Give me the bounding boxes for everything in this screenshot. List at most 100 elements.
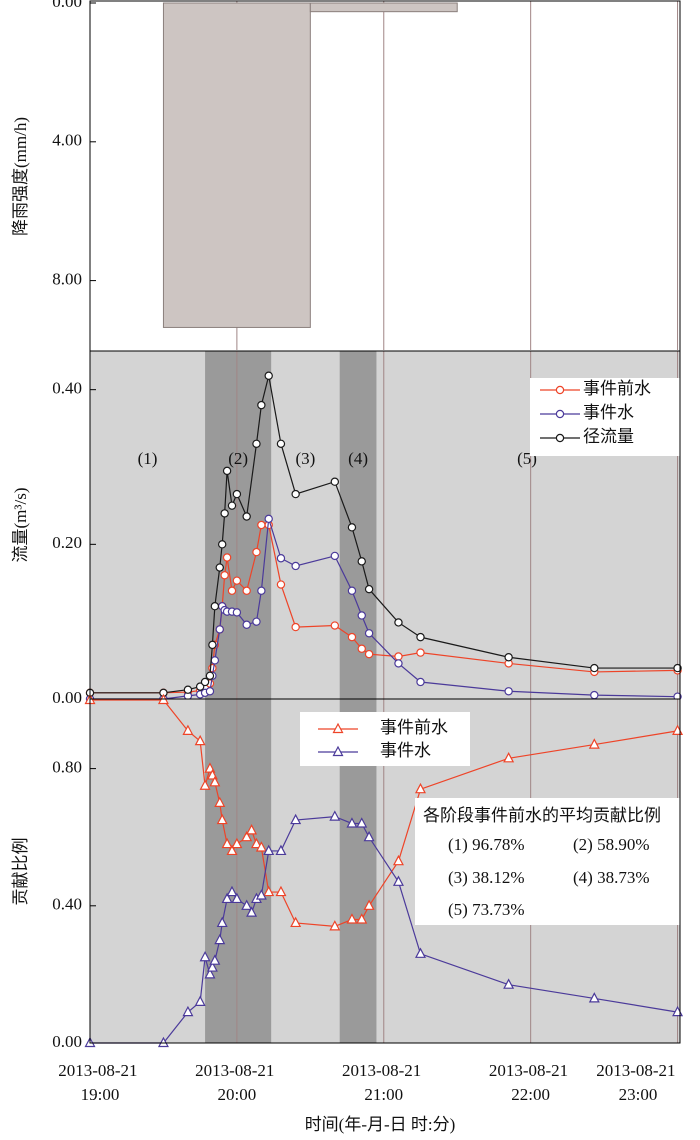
marker [276,554,286,563]
phase-band [205,699,272,1043]
marker [222,466,232,476]
x-tick-date: 2013-08-21 [489,1061,573,1080]
marker [392,875,404,886]
phase-label: (4) [348,449,368,468]
marker [242,620,251,629]
marker [220,509,229,518]
marker [364,584,374,594]
marker [590,690,599,700]
y-tick-label: 0.20 [52,533,82,552]
marker [332,722,344,734]
x-tick-label: 2013-08-21 21:00 [342,1061,426,1104]
bar [162,2,311,328]
marker [215,625,224,634]
marker [416,677,425,687]
marker [673,663,682,673]
marker [227,586,237,595]
marker [216,916,228,928]
marker [504,687,513,696]
marker [246,824,258,835]
x-tick-time: 22:00 [511,1085,550,1104]
y-axis-label: 贡献比例 [11,838,30,906]
marker [264,371,273,380]
marker [194,995,206,1006]
legend-label: 事件前水 [380,718,448,737]
marker [208,640,217,650]
marker [416,632,425,642]
marker [204,968,216,979]
marker [220,571,229,580]
marker [346,913,358,924]
marker [231,837,243,849]
marker [226,885,238,897]
marker [182,724,194,735]
x-tick-time: 21:00 [364,1085,403,1104]
marker [205,687,215,696]
marker [252,439,261,448]
marker [416,648,425,657]
y-tick-label: 0.00 [52,0,82,11]
marker [264,514,273,524]
marker [214,933,226,945]
annotation-box [415,798,680,925]
marker [504,653,513,662]
legend-box [300,712,470,766]
y-tick-label: 0.40 [52,895,82,914]
marker [555,433,565,443]
marker [291,561,300,571]
marker [199,779,211,790]
x-tick-date: 2013-08-21 [596,1061,680,1080]
phase-label: (2) [228,449,248,468]
x-tick-time: 23:00 [619,1085,658,1104]
marker [206,961,218,972]
x-tick-time: 19:00 [81,1085,120,1104]
marker [275,844,287,856]
marker [252,547,261,557]
marker [503,978,515,989]
legend-box [530,378,680,456]
x-tick-date: 2013-08-21 [58,1061,142,1080]
annotation-item: (2) 58.90% [573,835,649,854]
marker [276,439,286,448]
marker [214,796,226,808]
marker [232,489,242,499]
marker [347,523,357,532]
marker [221,837,233,849]
legend-label: 事件前水 [583,379,651,398]
y-axis-label: 流量(m³/s) [11,488,30,563]
marker [357,644,366,653]
annotation-item: (1) 96.78% [448,835,524,854]
marker [329,810,341,821]
marker [200,677,210,687]
marker [363,830,375,842]
annotation-title: 各阶段事件前水的平均贡献比例 [423,806,661,825]
marker [157,1036,169,1048]
marker [232,576,242,585]
annotation-item: (4) 38.73% [573,868,649,887]
annotation-item: (3) 38.12% [448,868,524,887]
marker [215,563,224,572]
marker [257,520,266,530]
marker [356,817,368,828]
marker [588,738,600,749]
x-tick-date: 2013-08-21 [342,1061,426,1080]
y-tick-label: 0.00 [52,1032,82,1051]
marker [195,682,205,691]
marker [257,586,266,595]
marker [590,663,599,673]
marker [357,611,366,620]
marker [290,916,302,928]
marker [255,841,267,852]
marker [357,557,366,566]
marker [232,608,242,617]
marker [394,652,403,661]
marker [263,885,275,897]
marker [588,992,600,1003]
marker [226,844,238,856]
y-tick-label: 0.80 [52,758,82,777]
marker [199,950,211,962]
marker [347,632,357,642]
marker [276,580,286,589]
phase-label: (1) [138,449,158,468]
